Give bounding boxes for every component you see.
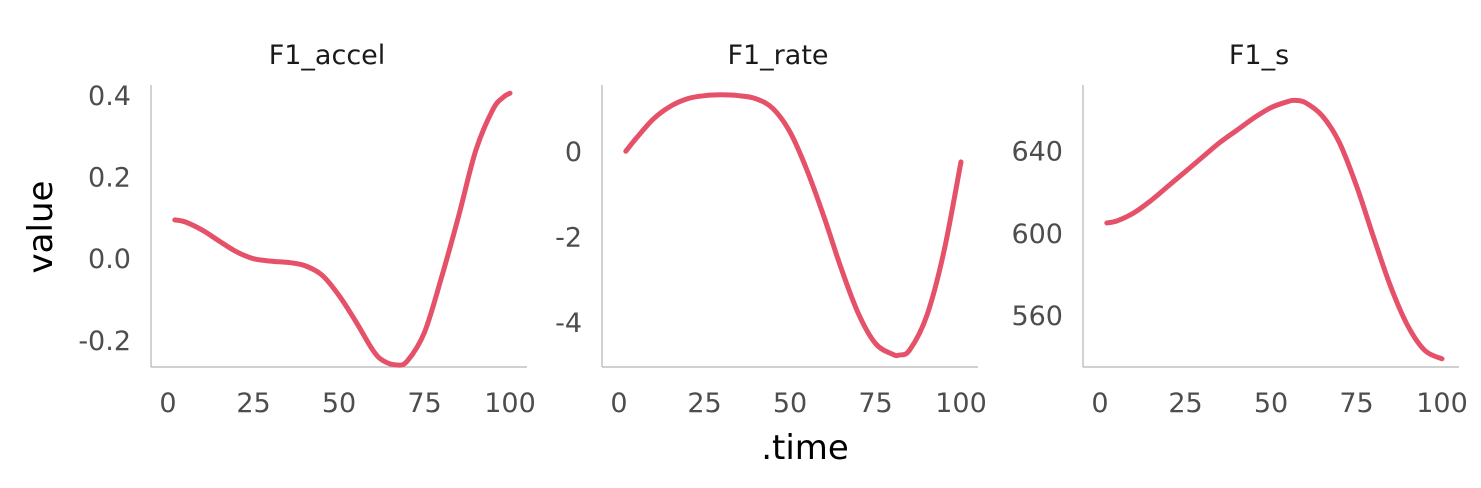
- x-tick-label: 0: [159, 388, 176, 419]
- y-axis-title: value: [21, 181, 61, 274]
- panel-2: F1_rate 0 25 50 75 100 -4 -2 0: [555, 40, 987, 419]
- series-line: [172, 90, 513, 368]
- facet-title: F1_s: [1229, 40, 1289, 71]
- x-tick-label: 75: [858, 388, 892, 419]
- y-tick-label: 0.4: [88, 81, 131, 112]
- y-tick-label: 600: [1011, 219, 1063, 250]
- y-tick-label: 640: [1011, 136, 1063, 167]
- x-tick-label: 50: [322, 388, 356, 419]
- x-tick-label: 75: [1339, 388, 1373, 419]
- y-tick-label: -4: [555, 308, 582, 339]
- panel-1: F1_accel 0 25 50 75 100 -0.2 0.0 0.2 0.4: [78, 40, 535, 419]
- series-line: [623, 92, 964, 359]
- y-tick-label: 0.2: [88, 163, 131, 194]
- facet-title: F1_rate: [727, 40, 828, 71]
- x-tick-label: 25: [236, 388, 270, 419]
- y-tick-label: 560: [1011, 301, 1063, 332]
- x-tick-label: 100: [935, 388, 987, 419]
- x-tick-label: 50: [1254, 388, 1288, 419]
- x-tick-label: 25: [687, 388, 721, 419]
- facet-title: F1_accel: [269, 40, 386, 71]
- y-tick-label: 0.0: [88, 244, 131, 275]
- x-tick-label: 25: [1168, 388, 1202, 419]
- x-tick-label: 0: [1091, 388, 1108, 419]
- x-tick-label: 100: [484, 388, 536, 419]
- y-tick-label: -2: [555, 222, 582, 253]
- x-tick-label: 75: [407, 388, 441, 419]
- series-line: [1104, 97, 1445, 362]
- y-tick-label: -0.2: [78, 326, 131, 357]
- x-tick-label: 100: [1416, 388, 1468, 419]
- x-axis-title: .time: [761, 428, 849, 468]
- panel-3: F1_s 0 25 50 75 100 560 600 640: [1011, 40, 1467, 419]
- x-tick-label: 50: [773, 388, 807, 419]
- y-tick-label: 0: [565, 137, 582, 168]
- x-tick-label: 0: [610, 388, 627, 419]
